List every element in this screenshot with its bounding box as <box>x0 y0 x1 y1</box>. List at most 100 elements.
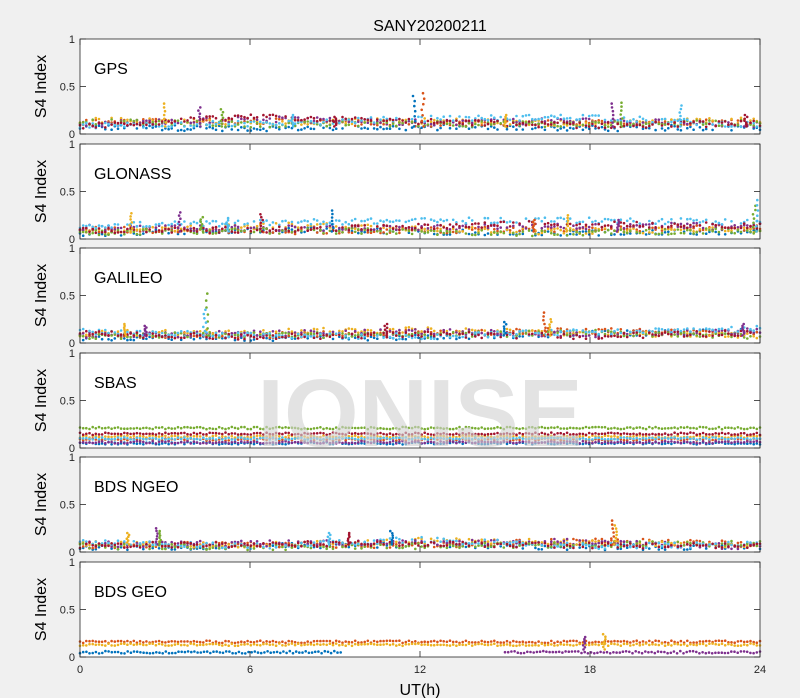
data-point <box>369 329 373 332</box>
data-point <box>717 333 721 337</box>
data-point <box>129 118 132 121</box>
data-point <box>606 121 610 124</box>
data-point <box>679 441 683 445</box>
data-point <box>357 224 360 228</box>
data-point <box>663 228 667 231</box>
data-point <box>240 440 243 443</box>
data-point <box>410 126 414 129</box>
data-point <box>417 331 420 335</box>
y-tick-label: 0 <box>69 129 75 141</box>
data-point <box>104 435 107 438</box>
spike-point <box>504 323 508 326</box>
data-point <box>110 339 113 342</box>
data-point <box>142 336 145 340</box>
data-point <box>575 233 578 236</box>
data-point <box>173 336 177 340</box>
data-point <box>81 226 85 230</box>
data-point <box>145 119 148 122</box>
data-point <box>442 121 446 124</box>
data-point <box>293 122 297 125</box>
data-point <box>274 123 278 127</box>
data-point <box>486 118 490 122</box>
data-point <box>142 435 145 438</box>
data-point <box>578 226 581 230</box>
data-point <box>496 330 499 333</box>
data-point <box>723 332 727 336</box>
data-point <box>496 224 499 227</box>
data-point <box>372 230 376 234</box>
data-point <box>474 222 477 225</box>
data-point <box>505 127 509 131</box>
data-point <box>382 231 385 234</box>
data-point <box>404 331 408 335</box>
data-point <box>303 219 306 222</box>
data-point <box>123 225 126 229</box>
spike-point <box>533 218 536 222</box>
data-point <box>376 222 379 225</box>
data-point <box>91 118 94 121</box>
data-point <box>543 125 547 129</box>
data-point <box>474 335 477 338</box>
data-point <box>568 329 572 333</box>
data-point <box>632 334 635 338</box>
data-point <box>104 233 107 236</box>
spike-point <box>291 121 294 124</box>
data-point <box>325 225 329 228</box>
data-point <box>714 124 717 128</box>
data-point <box>107 338 110 341</box>
data-point <box>518 122 521 126</box>
data-point <box>360 232 363 235</box>
data-point <box>723 218 727 221</box>
data-point <box>594 127 597 130</box>
data-point <box>322 120 325 124</box>
data-point <box>271 339 275 343</box>
data-point <box>632 124 635 128</box>
data-point <box>575 333 578 337</box>
data-point <box>274 117 278 120</box>
spike-point <box>565 230 568 233</box>
data-point <box>132 434 136 438</box>
spike-point <box>162 106 166 109</box>
data-point <box>622 119 626 123</box>
data-point <box>508 233 512 236</box>
data-point <box>385 117 389 121</box>
data-point <box>243 425 246 429</box>
data-point <box>480 116 484 120</box>
data-point <box>648 231 651 234</box>
data-point <box>113 426 117 430</box>
data-point <box>477 331 480 334</box>
data-point <box>600 119 604 123</box>
data-point <box>382 122 385 126</box>
data-point <box>730 325 733 329</box>
data-point <box>94 331 98 334</box>
data-point <box>252 425 256 429</box>
data-point <box>296 116 300 119</box>
data-point <box>284 231 287 234</box>
data-point <box>679 329 683 333</box>
data-point <box>698 442 702 445</box>
data-point <box>195 227 199 231</box>
data-point <box>531 329 534 332</box>
data-point <box>587 114 591 118</box>
data-point <box>692 327 695 330</box>
data-point <box>720 124 724 127</box>
data-point <box>531 332 534 336</box>
data-point <box>448 335 452 339</box>
spike-point <box>219 119 223 122</box>
data-point <box>752 228 755 232</box>
data-point <box>730 441 733 445</box>
data-point <box>670 228 673 231</box>
data-point <box>673 118 676 122</box>
data-point <box>315 116 319 119</box>
data-point <box>603 124 607 127</box>
data-point <box>205 118 208 122</box>
data-point <box>110 118 113 121</box>
data-point <box>720 223 724 226</box>
data-point <box>534 126 537 130</box>
data-point <box>227 329 230 333</box>
data-point <box>742 336 746 339</box>
data-point <box>135 232 139 236</box>
data-point <box>107 224 110 227</box>
data-point <box>493 230 496 234</box>
axes-background <box>80 144 760 239</box>
